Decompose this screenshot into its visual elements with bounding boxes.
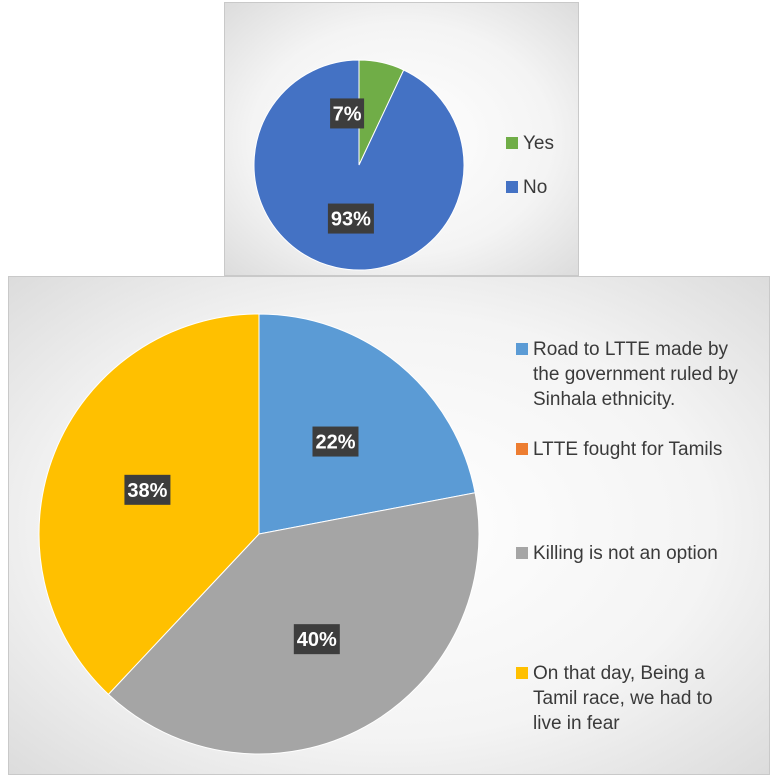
svg-text:93%: 93%: [331, 209, 371, 231]
top-data-label-0: 7%: [330, 98, 365, 129]
legend-label-killing: Killing is not an option: [533, 543, 718, 564]
legend-item-fear: On that day, Being a Tamil race, we had …: [516, 661, 733, 736]
bottom-slice-2: [107, 492, 480, 755]
legend-label-yes: Yes: [523, 133, 554, 154]
svg-text:7%: 7%: [333, 103, 362, 125]
legend-item-killing: Killing is not an option: [516, 541, 763, 566]
legend-label-fear: On that day, Being a Tamil race, we had …: [533, 663, 713, 734]
bottom-slice-0: [258, 313, 476, 535]
bottom-pie-chart: 22% 40% 38%: [38, 313, 480, 755]
legend-swatch-fear: [516, 667, 528, 679]
bottom-chart-panel: 22% 40% 38% Road to LTTE made by the gover…: [8, 276, 770, 775]
legend-item-yes: Yes: [506, 131, 554, 156]
svg-text:22%: 22%: [315, 432, 355, 454]
legend-swatch-no: [506, 181, 518, 193]
top-chart-panel: 7% 93% Yes No: [224, 2, 579, 276]
legend-item-no: No: [506, 175, 547, 200]
legend-label-road-to-ltte: Road to LTTE made by the government rule…: [533, 339, 738, 410]
top-pie-chart: 7% 93%: [253, 59, 465, 271]
bottom-data-label-0: 22%: [312, 426, 359, 457]
legend-label-ltte-fought: LTTE fought for Tamils: [533, 439, 723, 460]
legend-label-no: No: [523, 177, 548, 198]
legend-item-road-to-ltte: Road to LTTE made by the government rule…: [516, 337, 755, 412]
legend-swatch-road-to-ltte: [516, 343, 528, 355]
top-slice-1: [253, 59, 465, 271]
legend-item-ltte-fought: LTTE fought for Tamils: [516, 437, 763, 462]
top-data-label-1: 93%: [327, 203, 374, 234]
legend-swatch-ltte-fought: [516, 443, 528, 455]
svg-text:40%: 40%: [297, 629, 337, 651]
bottom-data-label-2: 40%: [293, 624, 340, 655]
svg-text:38%: 38%: [127, 480, 167, 502]
legend-swatch-yes: [506, 137, 518, 149]
bottom-data-label-3: 38%: [124, 474, 171, 505]
legend-swatch-killing: [516, 547, 528, 559]
